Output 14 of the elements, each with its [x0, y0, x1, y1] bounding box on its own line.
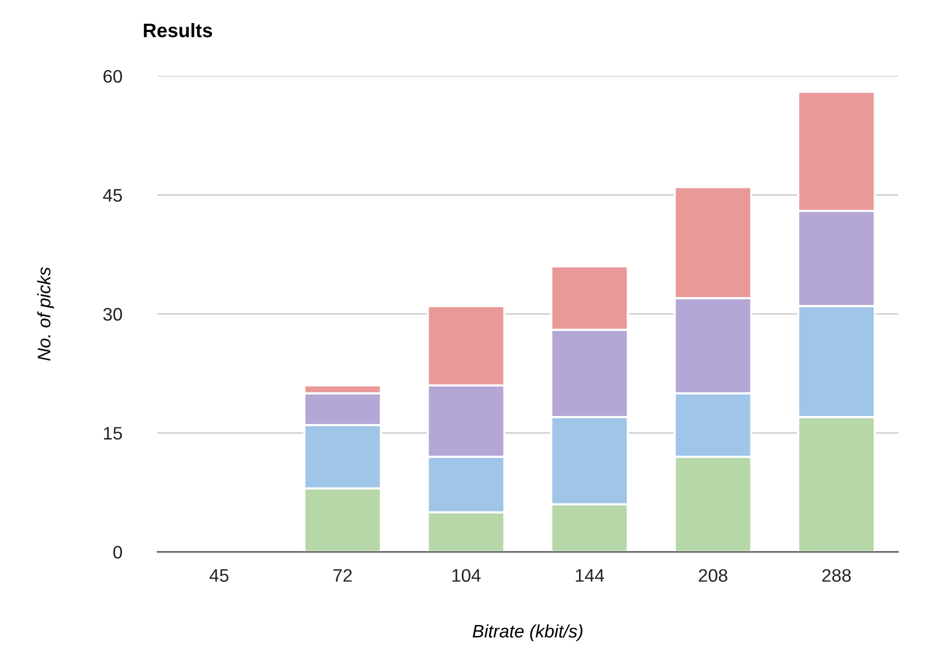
chart-title: Results — [144, 23, 212, 38]
x-tick-label: 208 — [698, 569, 728, 582]
x-axis-title: Bitrate (kbit/s) — [472, 624, 582, 642]
y-axis-title: No. of picks — [37, 267, 54, 361]
y-tick-label: 0 — [113, 546, 122, 559]
y-tick-label: 60 — [104, 70, 122, 83]
x-tick-label: 288 — [822, 569, 851, 582]
y-tick-label: 30 — [103, 308, 122, 321]
y-tick-label: 45 — [103, 189, 122, 202]
x-tick-label: 144 — [576, 569, 604, 582]
y-tick-label: 15 — [104, 427, 122, 440]
x-tick-label: 45 — [210, 569, 228, 582]
x-tick-label: 104 — [452, 569, 481, 582]
x-tick-label: 72 — [334, 569, 352, 582]
